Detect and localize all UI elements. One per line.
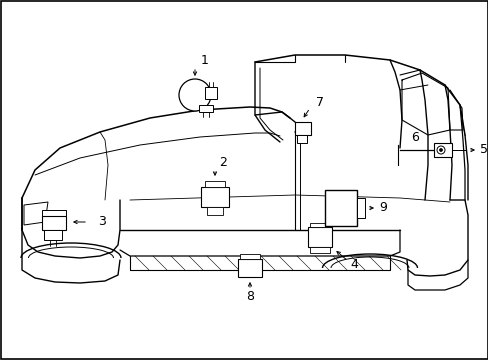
Polygon shape [433,143,451,157]
Text: 1: 1 [201,54,208,68]
Circle shape [439,148,442,152]
Polygon shape [24,202,48,225]
Text: 8: 8 [245,291,253,303]
Polygon shape [204,181,224,187]
Polygon shape [356,198,364,218]
Polygon shape [206,207,223,215]
Text: 3: 3 [98,216,106,229]
Polygon shape [309,247,329,253]
Text: 5: 5 [479,144,487,157]
Circle shape [179,79,210,111]
Text: 7: 7 [315,95,324,108]
Polygon shape [309,223,329,227]
Circle shape [436,146,444,154]
Polygon shape [307,227,331,247]
Polygon shape [201,187,228,207]
Polygon shape [240,254,260,259]
Polygon shape [204,87,217,99]
Polygon shape [199,105,213,112]
Text: 2: 2 [219,157,226,170]
Text: 6: 6 [410,131,418,144]
Polygon shape [238,259,262,277]
Text: 4: 4 [349,258,357,271]
Polygon shape [294,122,310,135]
Text: 9: 9 [378,202,386,215]
Polygon shape [42,216,66,230]
Polygon shape [325,190,356,226]
Polygon shape [44,230,62,240]
Polygon shape [42,210,66,216]
Polygon shape [296,135,306,143]
